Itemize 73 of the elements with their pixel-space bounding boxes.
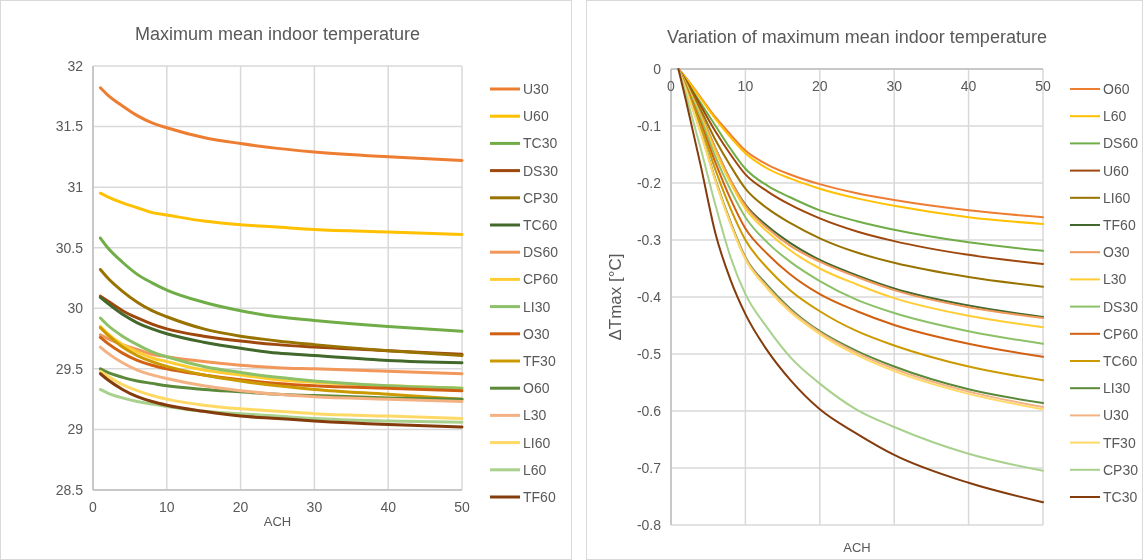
legend-label: TF60 [523,488,556,505]
chart-title: Variation of maximum mean indoor temperature [667,27,1047,47]
x-tick-label: 10 [159,499,175,515]
y-tick-label: -0.7 [636,459,662,476]
x-tick-label: 10 [737,78,754,94]
line-series [98,236,464,333]
legend-label: TC30 [523,135,558,152]
legend-label: TF30 [1103,434,1136,451]
y-tick-label: -0.2 [636,174,662,191]
y-tick-label: 32 [67,57,84,74]
legend-label: O30 [1103,244,1130,261]
y-tick-label: 31.5 [55,118,84,135]
y-tick-label: 29.5 [55,360,84,377]
legend-label: LI30 [1103,380,1131,397]
legend-label: DS60 [1103,135,1139,152]
legend-label: U60 [1103,162,1129,179]
y-tick-label: 29 [67,421,84,438]
legend-label: LI60 [1103,189,1131,206]
legend-label: TF30 [523,352,556,369]
y-tick-label: -0.8 [636,516,662,533]
x-tick-label: 0 [89,499,98,515]
y-tick-label: 30.5 [55,239,84,256]
legend-label: TC60 [523,216,558,233]
legend-label: U60 [523,108,549,125]
legend-label: TC30 [1103,488,1138,505]
legend-label: O30 [523,325,550,342]
line-series [98,268,464,358]
y-tick-label: 31 [67,179,84,196]
legend-label: L30 [523,407,547,424]
legend-label: TF60 [1103,216,1136,233]
legend-label: CP30 [523,189,559,206]
x-tick-label: 20 [232,499,249,515]
line-series [98,86,464,162]
y-tick-label: -0.4 [636,288,662,305]
x-tick-label: 30 [306,499,323,515]
x-tick-label: 40 [380,499,397,515]
legend-label: L60 [523,461,547,478]
legend-label: DS60 [523,244,559,261]
y-tick-label: -0.5 [636,345,662,362]
y-tick-label: -0.3 [636,231,662,248]
x-tick-label: 30 [886,78,903,94]
legend-label: DS30 [1103,298,1139,315]
legend-label: CP60 [523,271,559,288]
line-series [98,369,464,421]
legend-label: TC60 [1103,352,1138,369]
legend-label: O60 [1103,80,1130,97]
x-tick-label: 50 [1035,78,1051,94]
y-tick-label: -0.1 [636,117,662,134]
x-axis-title: ACH [263,514,292,529]
legend-label: U30 [523,80,549,97]
line-series [98,372,464,429]
y-axis-title: ΔTmax [°C] [606,253,625,341]
y-tick-label: 0 [653,60,662,77]
legend-label: CP60 [1103,325,1139,342]
legend-label: CP30 [1103,461,1139,478]
chart-title: Maximum mean indoor temperature [134,24,421,44]
y-tick-label: 30 [67,300,84,317]
x-tick-label: 50 [454,499,470,515]
x-axis-title: ACH [843,540,871,555]
legend-label: U30 [1103,407,1129,424]
x-tick-label: 20 [812,78,828,94]
legend-label: LI60 [523,434,551,451]
legend-label: DS30 [523,162,559,179]
y-tick-label: -0.6 [636,402,662,419]
line-series [98,191,464,236]
line-series [98,345,464,404]
legend-label: L60 [1103,108,1127,125]
legend-label: O60 [523,380,550,397]
y-tick-label: 28.5 [55,481,84,498]
legend-label: LI30 [523,298,551,315]
x-tick-label: 0 [667,78,676,94]
legend-label: L30 [1103,271,1127,288]
x-tick-label: 40 [960,78,977,94]
